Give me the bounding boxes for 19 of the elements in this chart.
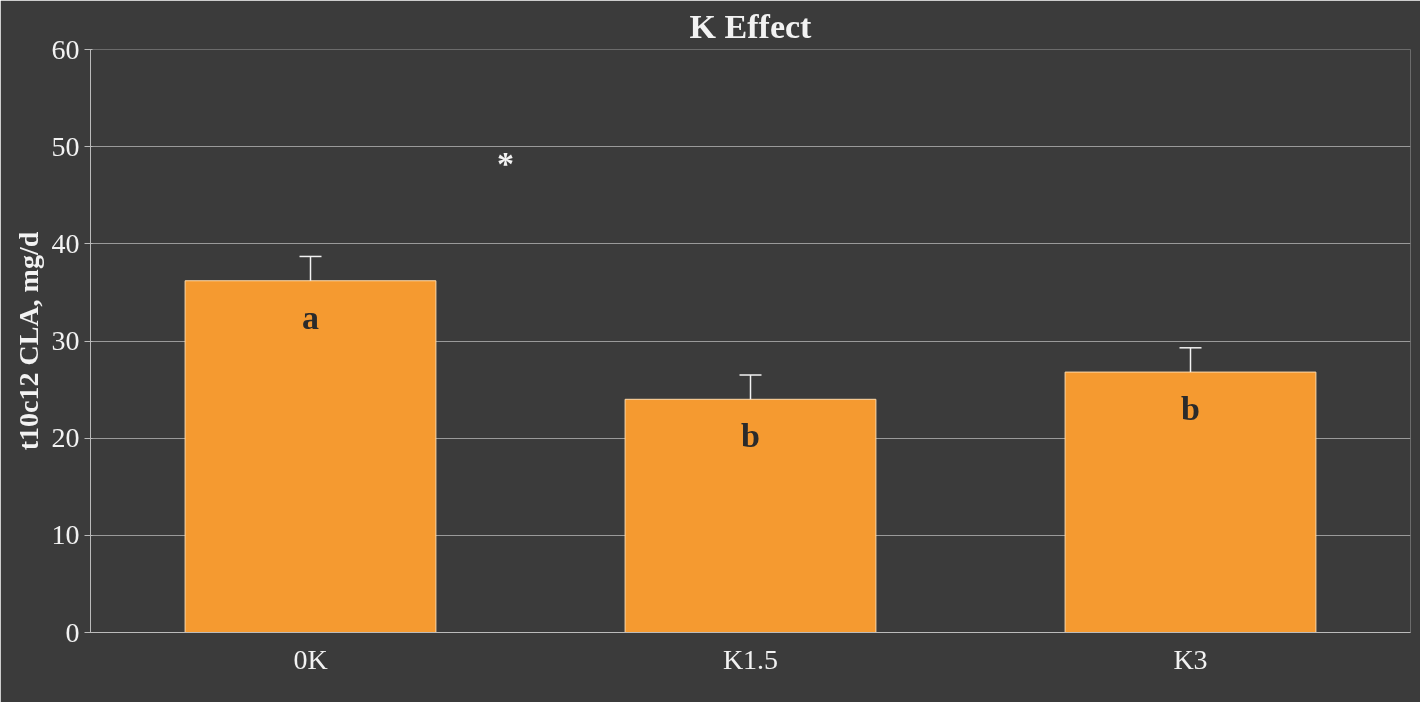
bar: [184, 280, 437, 633]
y-tick-label: 30: [51, 325, 80, 356]
y-tick-label: 40: [51, 227, 80, 259]
x-tick-label: K1.5: [722, 643, 779, 675]
chart-title: K Effect: [689, 7, 813, 45]
annotation: b: [1181, 390, 1200, 428]
y-tick-label: 20: [51, 422, 80, 454]
y-tick-label: 0: [65, 616, 80, 648]
bar: [1064, 371, 1317, 633]
x-tick-label: K3: [1173, 643, 1208, 675]
annotation: a: [302, 298, 319, 336]
annotation: *: [497, 144, 514, 182]
bar: [624, 398, 877, 633]
y-tick-label: 10: [51, 519, 80, 551]
y-tick-label: 60: [51, 33, 80, 65]
annotation: b: [741, 417, 760, 455]
y-tick-label: 50: [51, 130, 80, 162]
y-axis-title: t10c12 CLA, mg/d: [12, 231, 44, 451]
x-tick-label: 0K: [293, 643, 328, 675]
